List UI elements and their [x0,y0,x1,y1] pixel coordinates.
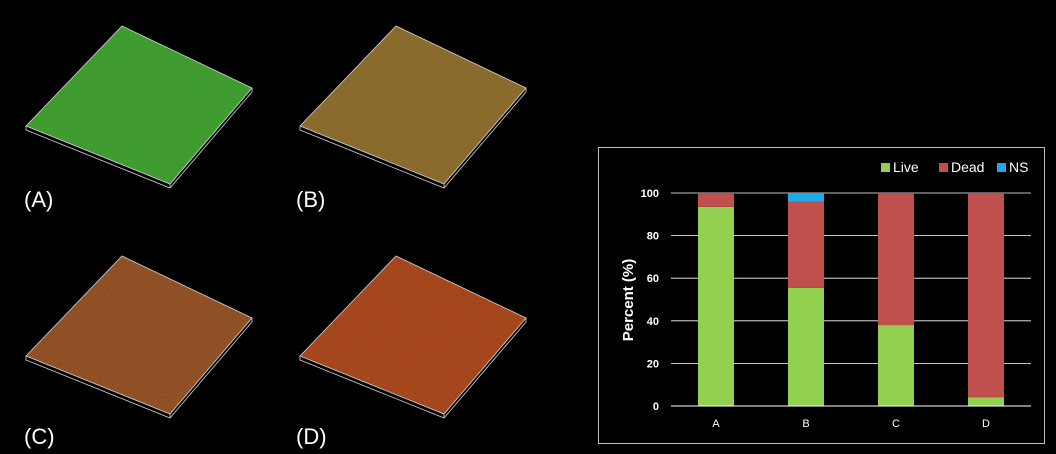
y-tick-label: 100 [641,188,659,200]
panel-a-label: (A) [24,187,54,212]
chart-container: Percent (%) 0 20 40 60 80 100 A B C D Live Dead NS [598,147,1045,444]
stacked-bar-chart: Percent (%) 0 20 40 60 80 100 A B C D Live Dead NS [620,159,1031,430]
y-axis-title: Percent (%) [620,259,637,342]
bar-segment-dead [788,201,824,288]
bar-segment-dead [878,193,914,326]
bar-segment-live [968,397,1004,406]
legend-label-ns: NS [1009,159,1028,175]
bar-segment-live [878,325,914,406]
x-tick-label: C [892,418,900,430]
panel-b-image [299,25,527,189]
panel-a-image [25,25,253,189]
legend-swatch-live [881,163,890,172]
y-tick-label: 60 [647,273,659,285]
y-tick-label: 20 [647,358,659,370]
bar-segment-dead [698,193,734,207]
x-tick-label: B [802,418,809,430]
legend-label-dead: Dead [951,159,984,175]
legend-swatch-ns [997,163,1006,172]
bar-segment-live [698,206,734,406]
panel-c-label: (C) [24,424,55,449]
x-tick-label: D [982,418,990,430]
panel-b-label: (B) [296,187,326,212]
legend-swatch-dead [939,163,948,172]
bar-segment-dead [968,193,1004,398]
legend-label-live: Live [893,159,919,175]
y-tick-label: 0 [653,401,659,413]
y-tick-label: 40 [647,316,659,328]
panel-d-label: (D) [296,424,327,449]
bar-segment-live [788,287,824,406]
y-tick-label: 80 [647,231,659,243]
bar-segment-ns [788,193,824,202]
x-tick-label: A [712,418,720,430]
panel-c-image [25,255,253,419]
panel-d-image [299,255,527,419]
